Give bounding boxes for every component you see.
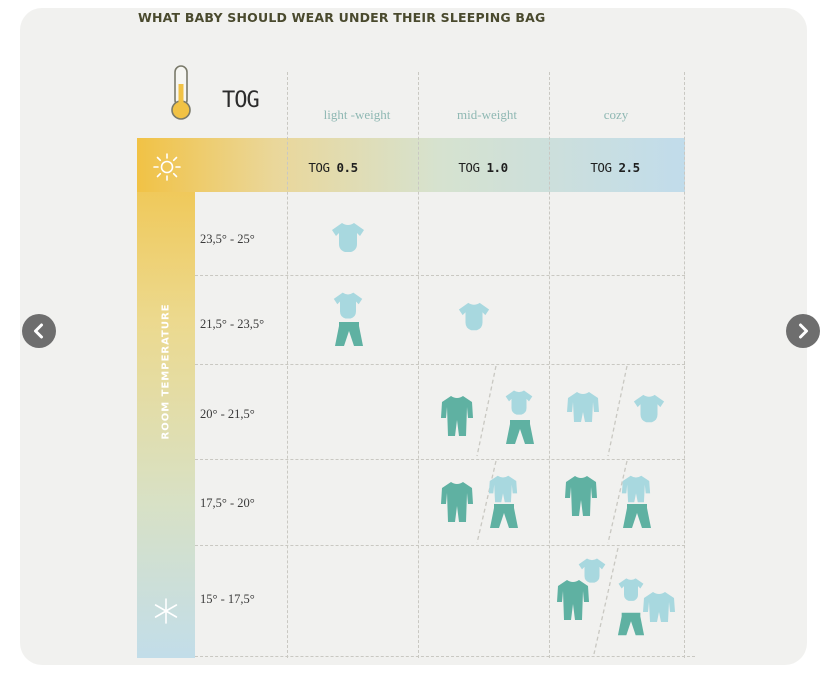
thermometer-icon bbox=[171, 65, 191, 120]
column-weight-light: light -weight bbox=[323, 107, 391, 122]
diagram-title: WHAT BABY SHOULD WEAR UNDER THEIR SLEEPI… bbox=[138, 10, 546, 25]
pants-icon bbox=[617, 612, 645, 636]
column-weight-mid: mid-weight bbox=[457, 107, 517, 122]
grid-line bbox=[195, 656, 695, 657]
column-weight-cozy: cozy bbox=[603, 107, 629, 122]
pants-icon bbox=[623, 504, 651, 528]
grid-area bbox=[195, 192, 685, 658]
grid-line bbox=[195, 275, 685, 276]
pants-icon bbox=[490, 504, 518, 528]
next-slide-button[interactable] bbox=[786, 314, 820, 348]
row-temperature-range: 15° - 17,5° bbox=[200, 592, 255, 606]
grid-line bbox=[684, 72, 685, 658]
bodysuit-icon bbox=[332, 223, 364, 252]
grid-line bbox=[195, 364, 685, 365]
grid-line bbox=[195, 545, 685, 546]
bodysuit-icon bbox=[633, 394, 665, 423]
onesie-icon bbox=[441, 396, 473, 436]
onesie-icon bbox=[557, 580, 589, 620]
tog-value-light: TOG 0.5 bbox=[308, 160, 358, 175]
sun-icon bbox=[153, 153, 181, 181]
snowflake-icon bbox=[154, 598, 178, 624]
bodysuit-icon bbox=[578, 558, 606, 583]
bodysuit-icon bbox=[333, 292, 363, 319]
grid-line bbox=[549, 72, 550, 658]
onesie-icon bbox=[565, 476, 597, 516]
row-temperature-range: 17,5° - 20° bbox=[200, 496, 255, 510]
chevron-right-icon bbox=[799, 323, 808, 339]
chevron-left-icon bbox=[34, 323, 43, 339]
pants-icon bbox=[335, 322, 363, 346]
tog-heading: TOG bbox=[222, 88, 260, 113]
grid-line bbox=[287, 72, 288, 658]
previous-slide-button[interactable] bbox=[22, 314, 56, 348]
onesie-icon bbox=[643, 592, 675, 622]
pants-icon bbox=[506, 420, 534, 444]
row-temperature-range: 20° - 21,5° bbox=[200, 407, 255, 421]
temperature-gradient-bar bbox=[137, 138, 195, 658]
onesie-icon bbox=[441, 482, 473, 522]
grid-line bbox=[418, 72, 419, 658]
bodysuit-icon bbox=[458, 302, 490, 331]
onesie-icon bbox=[621, 475, 651, 503]
tog-value-mid: TOG 1.0 bbox=[458, 160, 508, 175]
onesie-icon bbox=[567, 392, 599, 422]
bodysuit-icon bbox=[505, 390, 533, 415]
bodysuit-icon bbox=[618, 578, 644, 601]
tog-header-band bbox=[137, 138, 685, 192]
row-temperature-range: 23,5° - 25° bbox=[200, 232, 255, 246]
grid-line bbox=[195, 459, 685, 460]
onesie-icon bbox=[488, 475, 518, 503]
row-temperature-range: 21,5° - 23,5° bbox=[200, 317, 265, 331]
tog-value-cozy: TOG 2.5 bbox=[590, 160, 640, 175]
